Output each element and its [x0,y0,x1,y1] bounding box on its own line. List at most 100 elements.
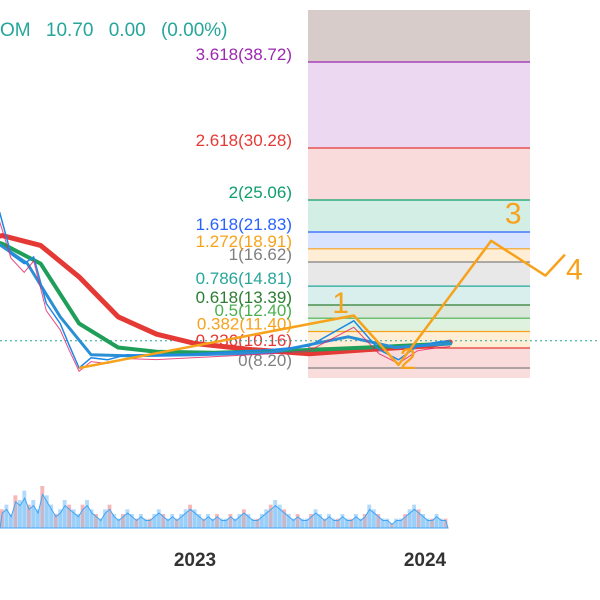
volume-bar [389,523,394,528]
volume-bar [224,518,228,528]
volume-bar [327,514,331,528]
volume-bar [353,514,358,528]
volume-bar [309,514,313,528]
volume-bar [394,518,399,528]
volume-bar [152,514,157,528]
volume-bar [147,518,152,528]
ticker-symbol[interactable]: OM [0,20,31,41]
volume-bar [219,518,224,528]
volume-bar [259,514,264,528]
volume-bar [156,509,161,528]
volume-bar [17,500,22,528]
fib-level-label: 2.618(30.28) [196,131,292,150]
fib-zone [308,305,530,319]
fib-level-label: 2(25.06) [229,183,292,202]
volume-bar [206,514,210,528]
volume-bar [250,518,255,528]
volume-bar [13,495,18,528]
volume-bar [62,500,67,528]
volume-bar [349,518,354,528]
volume-bar [183,509,188,528]
volume-bar [434,514,439,528]
fib-level-label: 0(8.20) [238,351,292,370]
fib-zone [308,248,530,262]
volume-bar [22,490,27,528]
fib-zone [308,286,530,305]
volume-bar [138,514,143,528]
volume-bar [246,514,251,528]
fib-zone [308,348,530,368]
volume-bar [89,509,94,528]
volume-bar [80,504,85,528]
volume-bar [8,514,13,528]
volume-bar [331,518,336,528]
volume-bar [0,509,4,528]
fib-zone [308,232,530,249]
volume-bar [439,518,443,528]
volume-bar [188,504,193,528]
volume-bar [98,518,103,528]
volume-bar [201,518,206,528]
volume-bar [228,514,233,528]
fib-level-label: 3.618(38.72) [196,45,292,64]
volume-bar [340,514,345,528]
fib-level-label: 1(16.62) [229,245,292,264]
fib-zone [308,262,530,287]
fib-level-label: 0.786(14.81) [196,269,292,288]
volume-bar [170,514,175,528]
volume-bar [277,504,282,528]
ticker-change: 0.00 [108,20,146,41]
volume-bar [273,500,278,528]
volume-bar [125,509,130,528]
volume-bar [255,518,260,528]
volume-bar [295,514,300,528]
volume-bar [4,504,9,528]
volume-bar [143,518,148,528]
volume-bar [120,514,125,528]
volume-area [0,493,449,529]
moving-average-line [0,243,452,358]
volume-bar [241,509,246,528]
volume-bar [416,509,421,528]
volume-bar [94,514,98,528]
fib-zone [308,148,530,200]
volume-bar [58,509,63,528]
volume-bar [31,500,36,528]
fib-zone [308,368,530,378]
volume-bar [443,518,448,528]
volume-bar [318,514,322,528]
volume-bar [107,504,112,528]
volume-bar [116,518,121,528]
volume-bar [174,518,179,528]
volume-bar [398,518,403,528]
volume-bar [336,518,340,528]
fib-level-label: 0.5(12.40) [215,301,293,320]
volume-bar [371,509,376,528]
volume-bar [192,509,197,528]
volume-bar [376,514,381,528]
volume-bar [358,518,363,528]
volume-bar [430,518,434,528]
volume-bar [286,514,291,528]
wave-label: 3 [505,197,522,230]
volume-bar [407,509,412,528]
volume-bar [291,518,296,528]
volume-bar [237,514,242,528]
volume-bar [76,514,81,528]
volume-bar [71,509,76,528]
fib-zone [308,10,530,62]
volume-bar [425,518,430,528]
fib-level-label: 1.272(18.91) [196,232,292,251]
volume-bar [35,509,40,528]
wave-label: 1 [332,287,349,320]
volume-bar [67,504,72,528]
volume-bar [313,509,318,528]
volume-bar [403,514,408,528]
volume-bar [304,518,309,528]
volume-bar [179,514,184,528]
volume-bar [385,518,390,528]
price-line [0,211,451,369]
volume-bar [197,514,201,528]
